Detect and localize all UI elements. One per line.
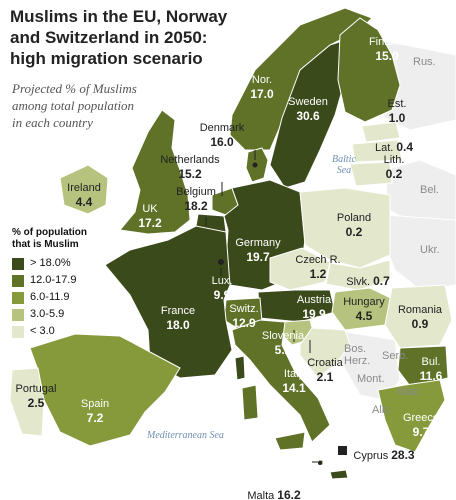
latvia-shape bbox=[351, 139, 403, 163]
title-line: Muslims in the EU, Norway bbox=[10, 7, 228, 26]
france-shape bbox=[104, 225, 233, 379]
romania-shape bbox=[384, 284, 453, 349]
country-label-cyprus: Cyprus 28.3 bbox=[353, 448, 415, 462]
legend-label: > 18.0% bbox=[30, 257, 71, 269]
country-label-uk: UK 17.2 bbox=[138, 203, 162, 230]
country-label-greece: Greece 9.7 bbox=[402, 412, 440, 439]
country-label-norway: Nor. 17.0 bbox=[250, 74, 274, 101]
country-label-poland: Poland 0.2 bbox=[336, 212, 372, 239]
legend-label: 6.0-11.9 bbox=[30, 291, 70, 303]
country-label-denmark: Denmark 16.0 bbox=[199, 122, 245, 149]
country-label-slovakia: Slvk. 0.7 bbox=[346, 274, 390, 288]
country-label-italy: Italy 14.1 bbox=[282, 368, 306, 395]
title-line: high migration scenario bbox=[10, 49, 203, 68]
legend-swatch bbox=[12, 292, 24, 304]
country-label-croatia: Croatia 2.1 bbox=[307, 357, 343, 384]
sea-label-baltic: Baltic Sea bbox=[332, 154, 356, 176]
legend-swatch bbox=[12, 326, 24, 338]
neighbor-label-ukraine: Ukr. bbox=[420, 244, 440, 256]
poland-shape bbox=[299, 187, 391, 269]
leader-lines bbox=[205, 150, 318, 463]
cyprus-shape bbox=[329, 469, 349, 480]
country-label-ireland: Ireland 4.4 bbox=[67, 182, 101, 209]
greece-shape bbox=[377, 379, 446, 453]
finland-shape bbox=[337, 17, 401, 123]
neighbor-label-macedonia: Mac. bbox=[398, 386, 422, 398]
legend-item: 12.0-17.9 bbox=[12, 273, 132, 290]
country-label-estonia: Est. 1.0 bbox=[387, 98, 407, 125]
legend-title: % of population bbox=[12, 227, 87, 238]
subtitle-line: among total population bbox=[12, 98, 135, 113]
country-label-france: France 18.0 bbox=[160, 305, 196, 332]
country-label-latvia: Lat. 0.4 bbox=[374, 140, 414, 154]
cyprus-marker bbox=[338, 446, 347, 455]
neighbor-label-bosnia: Bos. bbox=[344, 343, 367, 355]
legend-swatch bbox=[12, 275, 24, 287]
legend-item: < 3.0 bbox=[12, 324, 132, 341]
map-subtitle: Projected % of Muslims among total popul… bbox=[12, 80, 182, 131]
country-label-austria: Austria 19.9 bbox=[296, 294, 332, 321]
lithuania-shape bbox=[349, 161, 393, 187]
country-label-germany: Germany 19.7 bbox=[235, 237, 281, 264]
neighbor-label-russia: Rus. bbox=[413, 56, 436, 68]
country-label-lithuania: Lith. 0.2 bbox=[383, 154, 405, 181]
corsica-shape bbox=[234, 355, 246, 381]
legend-label: 3.0-5.9 bbox=[30, 308, 65, 320]
sardinia-shape bbox=[241, 384, 259, 421]
uk-shape bbox=[119, 109, 191, 235]
ireland-shape bbox=[59, 164, 109, 215]
country-label-portugal: Portugal 2.5 bbox=[15, 383, 57, 410]
legend-title: that is Muslim bbox=[12, 239, 79, 250]
country-label-sweden: Sweden 30.6 bbox=[288, 96, 328, 123]
czech-shape bbox=[269, 247, 331, 291]
map-title: Muslims in the EU, Norway and Switzerlan… bbox=[10, 6, 260, 69]
title-line: and Switzerland in 2050: bbox=[10, 28, 208, 47]
subtitle-line: in each country bbox=[12, 115, 93, 130]
neighbor-label-albania: Alb. bbox=[372, 404, 391, 416]
neighbor-label-serbia: Serb. bbox=[382, 350, 409, 362]
sea-label-mediterranean: Mediterranean Sea bbox=[147, 430, 224, 441]
malta-marker bbox=[318, 461, 322, 465]
legend-item: 3.0-5.9 bbox=[12, 307, 132, 324]
country-label-spain: Spain 7.2 bbox=[80, 398, 110, 425]
map-legend: % of population that is Muslim > 18.0% 1… bbox=[12, 227, 132, 341]
markers bbox=[218, 162, 347, 465]
legend-rows: > 18.0% 12.0-17.9 6.0-11.9 3.0-5.9 < 3.0 bbox=[12, 256, 132, 341]
country-label-belgium: Belgium 18.2 bbox=[176, 186, 216, 213]
country-label-slovenia: Slovenia 5.2 bbox=[261, 330, 305, 357]
country-label-romania: Romania 0.9 bbox=[397, 304, 443, 331]
denmark-marker bbox=[252, 162, 258, 168]
legend-label: 12.0-17.9 bbox=[30, 274, 77, 286]
country-label-luxembourg: Lux. 9.9 bbox=[211, 275, 233, 302]
slovakia-shape bbox=[325, 259, 391, 291]
country-label-switzerland: Switz. 12.9 bbox=[229, 303, 259, 330]
portugal-shape bbox=[9, 367, 45, 437]
estonia-shape bbox=[361, 121, 401, 143]
neighbor-label-herzegovina: Herz. bbox=[344, 355, 371, 367]
legend-swatch bbox=[12, 309, 24, 321]
sweden-shape bbox=[269, 39, 346, 189]
neighbor-label-montenegro: Mont. bbox=[357, 373, 385, 385]
legend-swatch bbox=[12, 258, 24, 270]
legend-label: < 3.0 bbox=[30, 325, 55, 337]
sicily-shape bbox=[274, 431, 306, 451]
member-countries bbox=[9, 7, 453, 480]
luxembourg-marker bbox=[218, 259, 224, 265]
subtitle-line: Projected % of Muslims bbox=[12, 81, 137, 96]
croatia-shape bbox=[299, 327, 351, 379]
country-label-hungary: Hungary 4.5 bbox=[343, 296, 385, 323]
country-label-bulgaria: Bul. 11.6 bbox=[419, 356, 443, 383]
legend-item: > 18.0% bbox=[12, 256, 132, 273]
country-label-netherlands: Netherlands 15.2 bbox=[160, 154, 220, 181]
country-label-finland: Finland 15.0 bbox=[368, 36, 406, 63]
country-label-malta: Malta 16.2 bbox=[247, 488, 301, 500]
legend-item: 6.0-11.9 bbox=[12, 290, 132, 307]
country-label-czech: Czech R. 1.2 bbox=[295, 254, 341, 281]
italy-shape bbox=[231, 319, 331, 443]
neighbor-label-belarus: Bel. bbox=[420, 184, 439, 196]
